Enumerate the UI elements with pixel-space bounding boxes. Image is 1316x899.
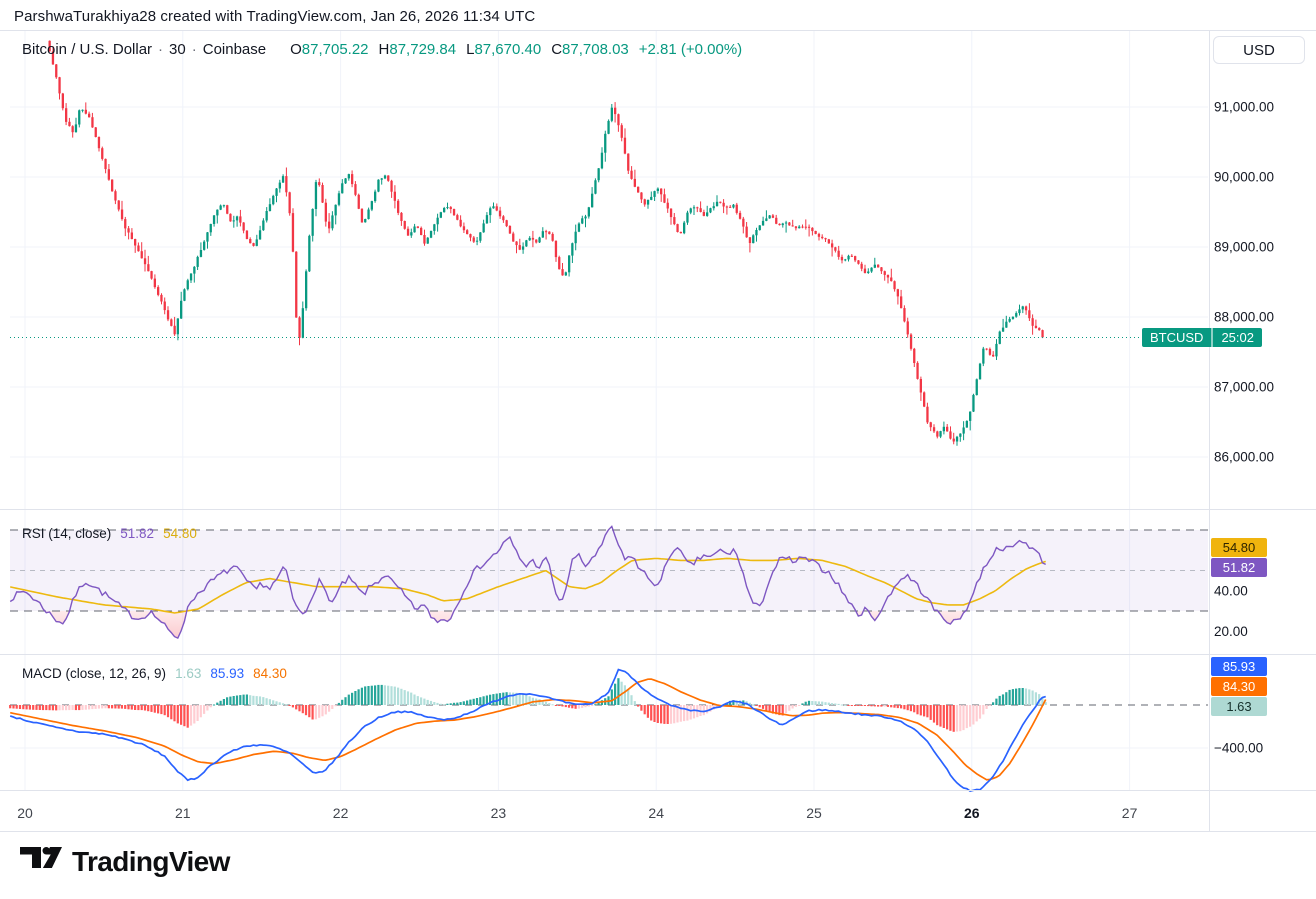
rsi-ma-value-badge: 54.80 xyxy=(1211,538,1267,557)
bar-countdown: 25:02 xyxy=(1221,330,1254,345)
macd-line xyxy=(9,668,1046,793)
last-price-badge: BTCUSD 25:02 xyxy=(1142,328,1262,347)
symbol-interval[interactable]: 30 xyxy=(169,41,186,58)
rsi-ma-line xyxy=(10,557,1046,614)
time-tick-label: 21 xyxy=(175,805,191,821)
macd-legend: MACD (close, 12, 26, 9) 1.63 85.93 84.30 xyxy=(22,666,287,681)
rsi-oversold-fill xyxy=(10,611,1048,639)
rsi-legend: RSI (14, close) 51.82 54.80 xyxy=(22,526,197,541)
symbol-exchange[interactable]: Coinbase xyxy=(202,41,267,58)
price-tick-label: 88,000.00 xyxy=(1214,310,1274,325)
time-axis[interactable]: 20 21 22 23 24 25 26 27 xyxy=(17,805,1137,821)
macd-legend-title[interactable]: MACD (close, 12, 26, 9) xyxy=(22,666,167,681)
badge-divider xyxy=(1211,328,1214,347)
low-value: 87,670.40 xyxy=(474,41,542,58)
macd-legend-signal-value: 84.30 xyxy=(253,666,287,681)
time-tick-label: 26 xyxy=(964,805,980,821)
price-tick-label: 91,000.00 xyxy=(1214,100,1274,115)
symbol-name[interactable]: Bitcoin / U.S. Dollar xyxy=(22,41,153,58)
separator-dot: · xyxy=(191,41,197,58)
low-label: L xyxy=(466,41,475,58)
high-label: H xyxy=(378,41,390,58)
close-value: 87,708.03 xyxy=(562,41,629,58)
tradingview-logo-icon xyxy=(20,847,62,868)
macd-pane xyxy=(9,668,1208,793)
candles-layer xyxy=(48,40,1044,446)
chart-canvas[interactable]: 91,000.00 90,000.00 89,000.00 88,000.00 87,0… xyxy=(0,0,1316,832)
time-tick-label: 24 xyxy=(648,805,664,821)
macd-tick-label: −400.00 xyxy=(1214,741,1263,756)
price-axis[interactable]: 91,000.00 90,000.00 89,000.00 88,000.00 87,0… xyxy=(1214,100,1274,756)
time-tick-label: 23 xyxy=(491,805,507,821)
price-tick-label: 87,000.00 xyxy=(1214,380,1274,395)
change-value: +2.81 (+0.00%) xyxy=(638,41,743,58)
macd-signal-value-badge: 84.30 xyxy=(1211,677,1267,696)
rsi-pane xyxy=(9,525,1208,640)
macd-legend-hist-value: 1.63 xyxy=(175,666,202,681)
rsi-legend-value: 51.82 xyxy=(120,526,155,541)
rsi-legend-title[interactable]: RSI (14, close) xyxy=(22,526,112,541)
rsi-tick-label: 20.00 xyxy=(1214,624,1248,639)
last-price-symbol: BTCUSD xyxy=(1150,330,1204,345)
time-tick-label: 25 xyxy=(806,805,822,821)
separator-dot: · xyxy=(158,41,164,58)
macd-legend-macd-value: 85.93 xyxy=(210,666,245,681)
price-tick-label: 86,000.00 xyxy=(1214,450,1274,465)
rsi-line xyxy=(9,525,1046,640)
rsi-value-badge: 51.82 xyxy=(1211,558,1267,577)
tradingview-logo-text: TradingView xyxy=(72,846,230,877)
tradingview-logo[interactable]: TradingView xyxy=(20,846,230,878)
gridlines xyxy=(10,31,1208,790)
rsi-legend-ma-value: 54.80 xyxy=(163,526,197,541)
pane-separators xyxy=(0,30,1316,832)
time-tick-label: 22 xyxy=(333,805,349,821)
time-tick-label: 27 xyxy=(1122,805,1138,821)
time-tick-label: 20 xyxy=(17,805,33,821)
symbol-legend: Bitcoin / U.S. Dollar · 30 · Coinbase O87,705… xyxy=(22,41,742,58)
chart-area: 91,000.00 90,000.00 89,000.00 88,000.00 87,0… xyxy=(0,0,1316,832)
high-value: 87,729.84 xyxy=(389,41,457,58)
ohlc-values: O87,705.22 H87,729.84 L87,670.40 C87,708.03… xyxy=(280,41,742,58)
open-value: 87,705.22 xyxy=(301,41,369,58)
open-label: O xyxy=(290,41,302,58)
macd-hist-value-badge: 1.63 xyxy=(1211,697,1267,716)
currency-button[interactable]: USD xyxy=(1213,36,1305,64)
macd-value-badge: 85.93 xyxy=(1211,657,1267,676)
rsi-tick-label: 40.00 xyxy=(1214,583,1248,598)
macd-signal-line xyxy=(10,678,1047,781)
price-tick-label: 89,000.00 xyxy=(1214,240,1274,255)
price-tick-label: 90,000.00 xyxy=(1214,170,1274,185)
attribution-text: ParshwaTurakhiya28 created with TradingV… xyxy=(14,8,536,25)
close-label: C xyxy=(551,41,563,58)
